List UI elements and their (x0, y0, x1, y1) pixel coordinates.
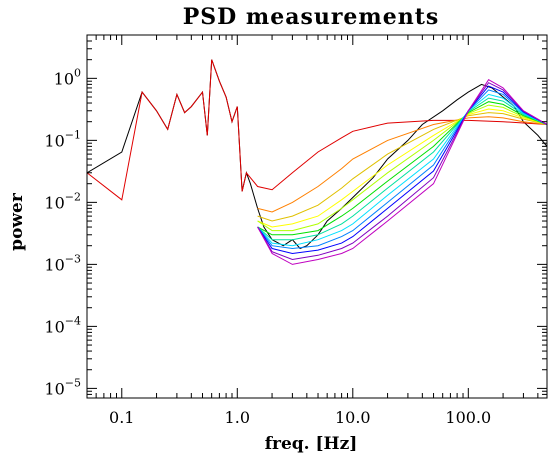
y-tick-label: 100 (54, 66, 81, 88)
y-tick-label: 10−4 (44, 314, 81, 336)
model-psd-line-9 (257, 89, 547, 250)
y-axis-label: power (7, 192, 27, 251)
x-tick-label: 0.1 (109, 408, 134, 427)
y-tick-label: 10−5 (44, 376, 81, 398)
model-psd-line-3 (257, 112, 547, 222)
model-psd-line-12 (257, 79, 547, 265)
model-psd-line-6 (257, 101, 547, 236)
y-tick-label: 10−3 (44, 252, 81, 274)
measured-psd-line (87, 59, 547, 250)
y-tick-label: 10−2 (44, 190, 81, 212)
ticks-layer: 0.1 1.0 10.0 100.0 100 10−1 10−2 10−3 10−4 10−5 (44, 34, 547, 427)
x-axis-label: freq. [Hz] (265, 434, 358, 454)
x-tick-label: 1.0 (225, 408, 250, 427)
model-psd-line-5 (257, 104, 547, 232)
model-psd-line-11 (257, 82, 547, 261)
model-psd-line-8 (257, 93, 547, 247)
x-tick-label: 10.0 (335, 408, 371, 427)
series-layer (87, 59, 547, 265)
model-psd-line-2 (257, 116, 547, 213)
model-psd-line-10 (257, 85, 547, 255)
model-psd-line-7 (257, 97, 547, 241)
plot-frame (86, 34, 548, 399)
model-psd-line-1 (87, 59, 547, 201)
chart-title: PSD measurements (183, 4, 440, 30)
model-psd-line-4 (257, 108, 547, 228)
y-tick-label: 10−1 (44, 128, 81, 150)
x-tick-label: 100.0 (445, 408, 491, 427)
